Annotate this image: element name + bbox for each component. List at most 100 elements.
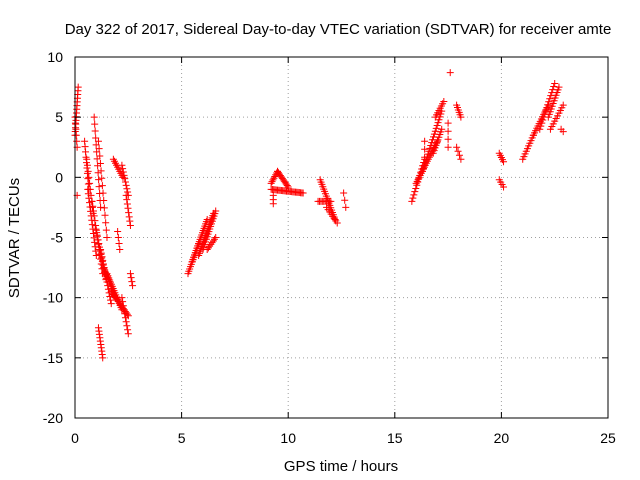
data-point [500,183,508,191]
x-axis-label: GPS time / hours [284,458,398,475]
data-point [543,104,551,112]
y-tick-label: -5 [51,230,64,246]
data-point [90,113,98,121]
data-point [203,215,211,223]
data-point [446,69,454,77]
data-point [114,234,122,241]
data-point [267,179,275,187]
data-point [93,232,101,240]
data-point [419,167,427,175]
data-point [84,167,92,175]
data-point [435,116,443,124]
data-point [72,125,80,133]
data-point [83,161,91,169]
data-point [121,310,129,318]
data-point [96,152,104,160]
data-point [457,155,465,163]
data-point [120,306,128,314]
data-point [99,189,107,197]
data-point [212,207,220,215]
y-tick-label: -10 [43,290,63,306]
data-point [538,119,546,127]
data-point [124,188,132,196]
x-tick-label: 15 [387,430,403,446]
data-point [268,178,276,186]
plot-frame [74,56,609,419]
data-point [125,209,133,217]
data-point [421,137,429,145]
data-point [410,191,418,199]
data-point [269,200,277,208]
data-point [546,95,554,103]
x-tick-label: 5 [178,430,186,446]
x-tick-label: 0 [71,430,79,446]
data-point [119,168,127,176]
data-point [424,150,432,158]
data-point [122,318,130,326]
data-point [102,226,110,234]
data-point [84,190,92,198]
data-point [92,141,100,149]
data-point [94,137,102,145]
data-point [129,282,137,290]
data-point [120,171,128,179]
data-point [103,234,111,241]
data-point [89,229,97,237]
data-point [500,158,508,166]
data-point [95,176,103,184]
grid [75,57,608,418]
data-point [453,143,461,151]
data-point [536,125,544,133]
data-point [444,119,452,127]
x-tick-labels: 0 5 10 15 20 25 [71,430,616,446]
data-point [212,234,220,241]
data-point [94,169,102,177]
data-point [550,83,558,91]
data-point [555,83,563,91]
data-point [97,246,105,254]
data-point [409,194,417,202]
data-point [431,127,439,135]
data-point [96,159,104,167]
data-point [128,278,136,286]
data-points [71,69,567,362]
data-point [333,219,341,227]
data-point [434,119,442,127]
data-point [444,135,452,143]
data-point [269,176,277,184]
data-point [119,302,127,310]
data-point [98,174,106,182]
data-point [91,120,99,128]
data-point [84,185,92,193]
data-point [125,213,133,221]
data-point [101,211,109,219]
data-point [545,98,553,106]
data-point [539,116,547,124]
axis-ticks [74,56,609,419]
data-point [97,167,105,175]
data-point [455,151,463,159]
data-point [432,124,440,132]
data-point [89,202,97,210]
data-point [126,217,134,225]
data-point [72,131,80,139]
data-point [92,252,100,260]
data-point [85,173,93,181]
data-point [444,127,452,135]
y-tick-label: -20 [43,410,63,426]
data-point [90,212,98,220]
data-point [118,161,126,169]
data-point [121,178,129,186]
data-point [93,229,101,237]
data-point [421,145,429,153]
data-point [74,83,82,91]
data-point [270,174,278,182]
data-point [99,256,107,264]
data-point [123,185,131,193]
data-point [102,219,110,227]
data-point [107,300,115,308]
data-point [340,189,348,197]
data-point [419,164,427,172]
y-tick-labels: 10 5 0 -5 -10 -15 -20 [43,49,63,426]
